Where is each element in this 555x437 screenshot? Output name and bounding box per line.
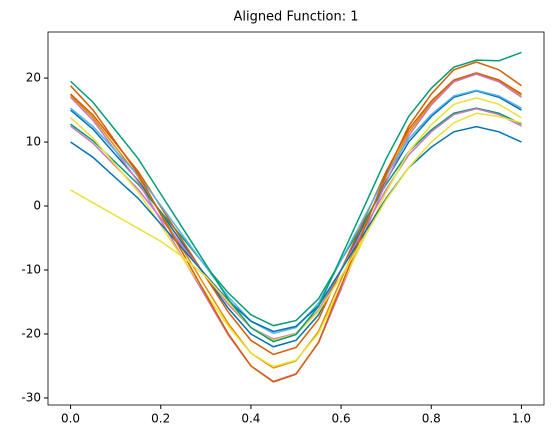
series-line (70, 51, 522, 343)
series-line (70, 72, 522, 356)
series-line (70, 72, 522, 369)
chart-title: Aligned Function: 1 (233, 10, 358, 25)
x-tick-label: 1.0 (512, 412, 531, 426)
y-tick-label: 10 (26, 135, 41, 149)
y-tick-label: -20 (21, 326, 41, 340)
y-tick-label: -30 (21, 390, 41, 404)
y-tick-label: 0 (33, 199, 41, 213)
x-tick-label: 0.8 (422, 412, 441, 426)
series-line (69, 61, 522, 383)
series-line (70, 89, 522, 335)
x-tick-label: 0.0 (61, 412, 80, 426)
x-tick-label: 0.2 (151, 412, 170, 426)
x-tick-label: 0.4 (241, 412, 260, 426)
series-line (70, 90, 522, 348)
series-line (70, 108, 522, 340)
y-tick-label: 20 (26, 71, 41, 85)
y-tick-label: -10 (21, 263, 41, 277)
plot-frame (47, 31, 545, 406)
series-line (70, 125, 522, 333)
series-line (70, 107, 522, 327)
x-tick-label: 0.6 (332, 412, 351, 426)
series-line (70, 112, 522, 342)
series-line (70, 97, 522, 368)
